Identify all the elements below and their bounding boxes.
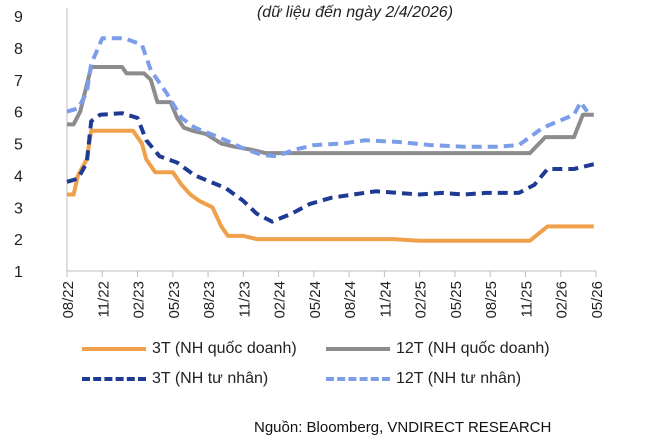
legend-swatch xyxy=(82,347,146,351)
x-tick-label: 02/25 xyxy=(413,281,430,319)
source-note: Nguồn: Bloomberg, VNDIRECT RESEARCH xyxy=(254,419,552,436)
y-tick-label: 6 xyxy=(14,105,23,122)
y-tick-label: 9 xyxy=(14,9,23,26)
legend-swatch xyxy=(326,377,390,381)
x-tick-label: 02/26 xyxy=(554,281,571,319)
y-tick-label: 7 xyxy=(14,73,23,90)
x-tick-label: 11/23 xyxy=(236,281,253,317)
legend-item-12t-state: 12T (NH quốc doanh) xyxy=(326,340,550,358)
legend-swatch xyxy=(82,377,146,381)
y-tick-label: 5 xyxy=(14,137,23,154)
x-tick-label: 11/22 xyxy=(95,281,112,317)
legend-label: 3T (NH quốc doanh) xyxy=(152,340,297,357)
x-tick-label: 08/23 xyxy=(201,281,218,319)
series-line-3 xyxy=(66,36,589,159)
y-tick-label: 2 xyxy=(14,232,23,249)
x-tick-label: 02/23 xyxy=(131,281,148,319)
y-tick-label: 8 xyxy=(14,41,23,58)
x-tick-label: 05/23 xyxy=(166,281,183,319)
series-line-2 xyxy=(66,111,595,224)
legend-label: 3T (NH tư nhân) xyxy=(152,370,269,387)
chart-subtitle: (dữ liệu đến ngày 2/4/2026) xyxy=(256,4,454,21)
legend-label: 12T (NH quốc doanh) xyxy=(396,340,550,357)
y-tick-label: 3 xyxy=(14,200,23,217)
legend-label: 12T (NH tư nhân) xyxy=(396,370,522,387)
x-tick-label: 11/24 xyxy=(377,281,394,317)
x-tick-label: 08/22 xyxy=(60,281,77,319)
x-tick-label: 11/25 xyxy=(518,281,535,317)
series-line-0 xyxy=(67,128,594,243)
x-tick-label: 05/25 xyxy=(448,281,465,319)
x-tick-label: 05/24 xyxy=(307,281,324,319)
legend-item-12t-private: 12T (NH tư nhân) xyxy=(326,370,521,388)
legend-item-3t-state: 3T (NH quốc doanh) xyxy=(82,340,297,358)
y-tick-label: 4 xyxy=(14,168,23,185)
x-tick-label: 05/26 xyxy=(589,281,606,319)
legend-swatch xyxy=(326,347,390,351)
x-tick-label: 02/24 xyxy=(272,281,289,319)
x-tick-label: 08/25 xyxy=(483,281,500,319)
legend-item-3t-private: 3T (NH tư nhân) xyxy=(82,370,268,388)
x-tick-label: 08/24 xyxy=(342,281,359,319)
y-tick-label: 1 xyxy=(14,264,23,281)
